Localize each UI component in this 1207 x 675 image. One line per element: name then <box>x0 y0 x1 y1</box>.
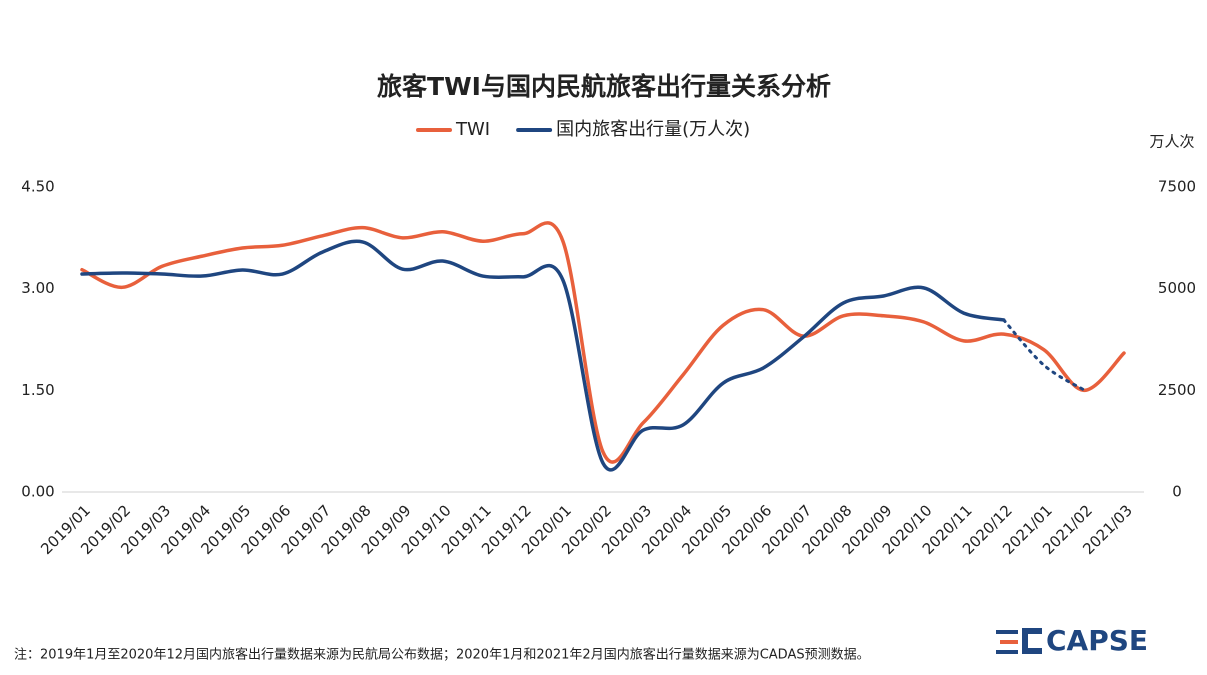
logo-stripes <box>996 628 1042 654</box>
y-tick-label: 0.00 <box>21 483 54 501</box>
line-series <box>1002 318 1086 392</box>
footnote: 注：2019年1月至2020年12月国内旅客出行量数据来源为民航局公布数据；20… <box>14 647 870 663</box>
y2-axis-label: 万人次 <box>1149 133 1194 151</box>
y-tick-label: 3.00 <box>21 279 54 297</box>
y2-tick-label: 0 <box>1172 483 1182 501</box>
y-tick-label: 4.50 <box>21 178 54 196</box>
y2-tick-label: 7500 <box>1158 178 1196 196</box>
y-tick-label: 1.50 <box>21 381 54 399</box>
logo-text: CAPSE <box>1046 624 1148 657</box>
chart-title: 旅客TWI与国内民航旅客出行量关系分析 <box>377 72 831 101</box>
legend-label: TWI <box>455 119 490 140</box>
y2-tick-label: 2500 <box>1158 381 1196 399</box>
legend-label: 国内旅客出行量(万人次) <box>556 119 750 140</box>
line-series <box>80 221 1126 464</box>
y2-tick-label: 5000 <box>1158 279 1196 297</box>
line-series <box>80 239 1006 472</box>
